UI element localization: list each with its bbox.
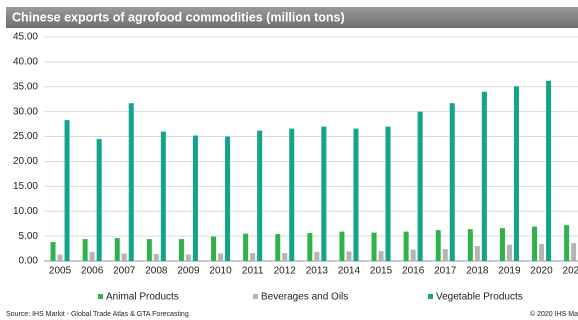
y-tick-label: 45.00	[13, 32, 38, 43]
bar	[153, 254, 159, 261]
x-tick-label: 2005	[49, 266, 72, 277]
y-tick-label: 20.00	[13, 156, 38, 167]
x-tick-label: 2010	[209, 266, 232, 277]
bar	[192, 135, 198, 261]
bar	[307, 233, 313, 261]
x-tick-label: 2021	[563, 266, 578, 277]
title-bar	[6, 7, 578, 28]
legend-label: Animal Products	[106, 292, 179, 303]
bar	[160, 131, 166, 261]
y-tick-label: 0.00	[19, 256, 39, 267]
copyright: © 2020 IHS Markit	[530, 310, 578, 318]
x-tick-label: 2015	[370, 266, 393, 277]
bar	[467, 229, 473, 261]
bar	[571, 243, 577, 261]
bar	[114, 238, 120, 261]
bar	[546, 80, 552, 261]
bar	[50, 242, 56, 261]
bar	[89, 252, 95, 261]
x-tick-label: 2020	[530, 266, 553, 277]
bar	[410, 249, 416, 261]
bar	[82, 239, 88, 261]
bar	[275, 234, 281, 261]
bar	[417, 111, 423, 262]
bar	[474, 246, 480, 261]
x-tick-label: 2014	[338, 266, 361, 277]
bar	[121, 253, 127, 261]
y-tick-label: 5.00	[19, 231, 39, 242]
bar	[385, 126, 391, 261]
bar	[353, 128, 359, 261]
bar	[178, 239, 184, 261]
y-tick-label: 10.00	[13, 206, 38, 217]
bar	[128, 103, 134, 262]
bar	[339, 231, 345, 261]
bar	[513, 86, 519, 261]
bar	[146, 239, 152, 261]
legend-label: Beverages and Oils	[261, 292, 348, 303]
bar	[403, 231, 409, 261]
bar	[499, 228, 505, 261]
y-tick-label: 25.00	[13, 131, 38, 142]
bar	[64, 120, 70, 261]
bar	[506, 244, 512, 261]
bar	[282, 253, 288, 261]
bar	[435, 230, 441, 261]
bar	[321, 126, 327, 261]
y-tick-label: 40.00	[13, 57, 38, 68]
source: Source: IHS Markit - Global Trade Atlas …	[6, 311, 189, 318]
x-tick-label: 2008	[145, 266, 168, 277]
bar	[378, 251, 384, 261]
bar	[185, 254, 191, 261]
x-tick-label: 2013	[306, 266, 329, 277]
x-tick-label: 2012	[274, 266, 297, 277]
x-tick-label: 2009	[177, 266, 200, 277]
x-tick-label: 2006	[81, 266, 104, 277]
bar	[243, 233, 249, 261]
bar	[225, 136, 231, 261]
x-tick-label: 2007	[113, 266, 136, 277]
x-tick-label: 2016	[402, 266, 425, 277]
y-tick-label: 35.00	[13, 81, 38, 92]
legend-label: Vegetable Products	[436, 292, 523, 303]
legend-swatch	[98, 294, 103, 299]
x-tick-label: 2019	[498, 266, 521, 277]
bar	[442, 249, 448, 261]
x-tick-label: 2011	[242, 266, 264, 277]
bar	[346, 251, 352, 261]
bar	[314, 252, 320, 261]
x-tick-label: 2017	[434, 266, 457, 277]
legend-swatch	[253, 294, 258, 299]
bar	[257, 130, 263, 261]
legend-swatch	[428, 294, 433, 299]
bar	[218, 253, 224, 261]
bar	[481, 91, 487, 261]
bar	[564, 225, 570, 261]
x-tick-label: 2018	[466, 266, 489, 277]
y-tick-label: 15.00	[13, 181, 38, 192]
bar	[539, 244, 545, 261]
bar	[371, 232, 377, 261]
bar	[250, 253, 256, 261]
y-tick-label: 30.00	[13, 106, 38, 117]
bar	[449, 103, 455, 262]
bar	[57, 254, 63, 261]
bar	[211, 236, 217, 261]
chart-title: Chinese exports of agrofood commodities …	[12, 10, 345, 24]
bar	[96, 139, 102, 261]
bar	[532, 226, 538, 261]
bar	[289, 128, 295, 261]
